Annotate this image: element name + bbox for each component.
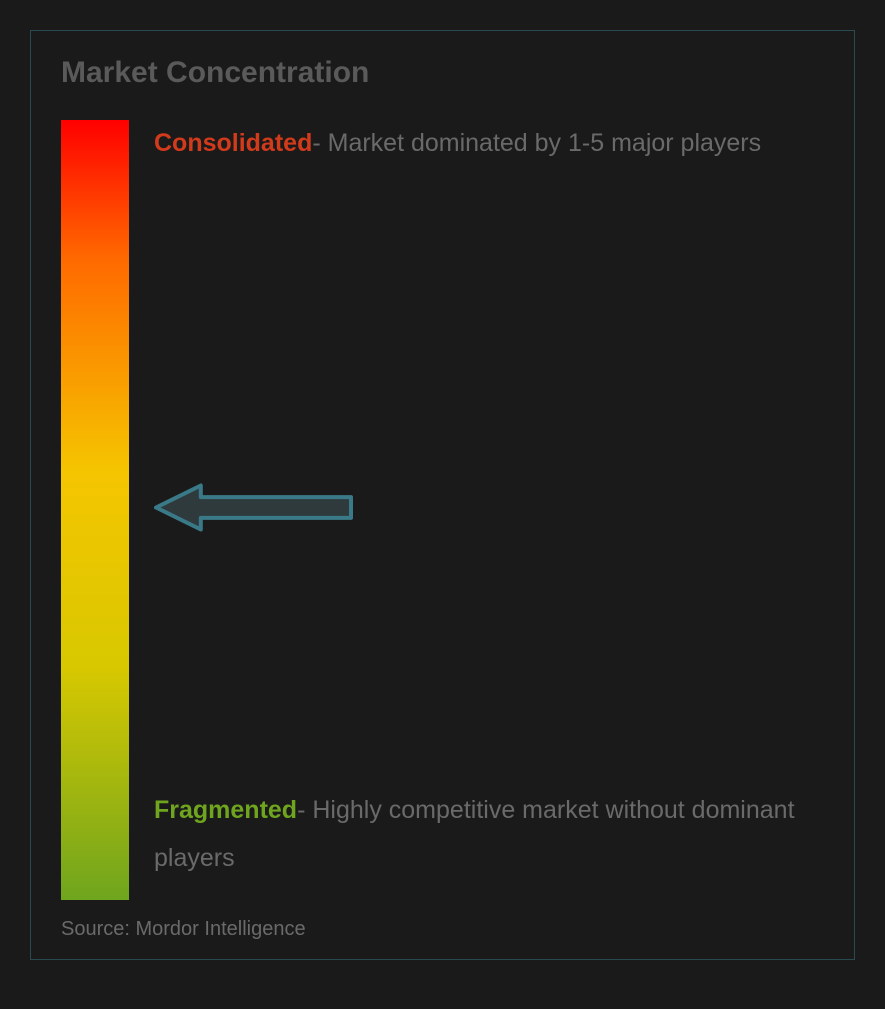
market-concentration-card: Market Concentration Consolidated- Marke…: [30, 30, 855, 960]
fragmented-description: Fragmented- Highly competitive market wi…: [154, 787, 824, 882]
chart-title: Market Concentration: [61, 56, 824, 90]
position-indicator-arrow: [154, 482, 354, 539]
consolidated-description: Consolidated- Market dominated by 1-5 ma…: [154, 120, 761, 168]
arrow-left-icon: [154, 482, 354, 534]
chart-body: Consolidated- Market dominated by 1-5 ma…: [61, 120, 824, 900]
consolidated-text: - Market dominated by 1-5 major players: [312, 129, 761, 157]
chart-text-area: Consolidated- Market dominated by 1-5 ma…: [154, 120, 824, 900]
consolidated-label: Consolidated: [154, 129, 312, 157]
fragmented-label: Fragmented: [154, 796, 297, 824]
source-attribution: Source: Mordor Intelligence: [61, 918, 824, 941]
concentration-gradient-bar: [61, 120, 129, 900]
